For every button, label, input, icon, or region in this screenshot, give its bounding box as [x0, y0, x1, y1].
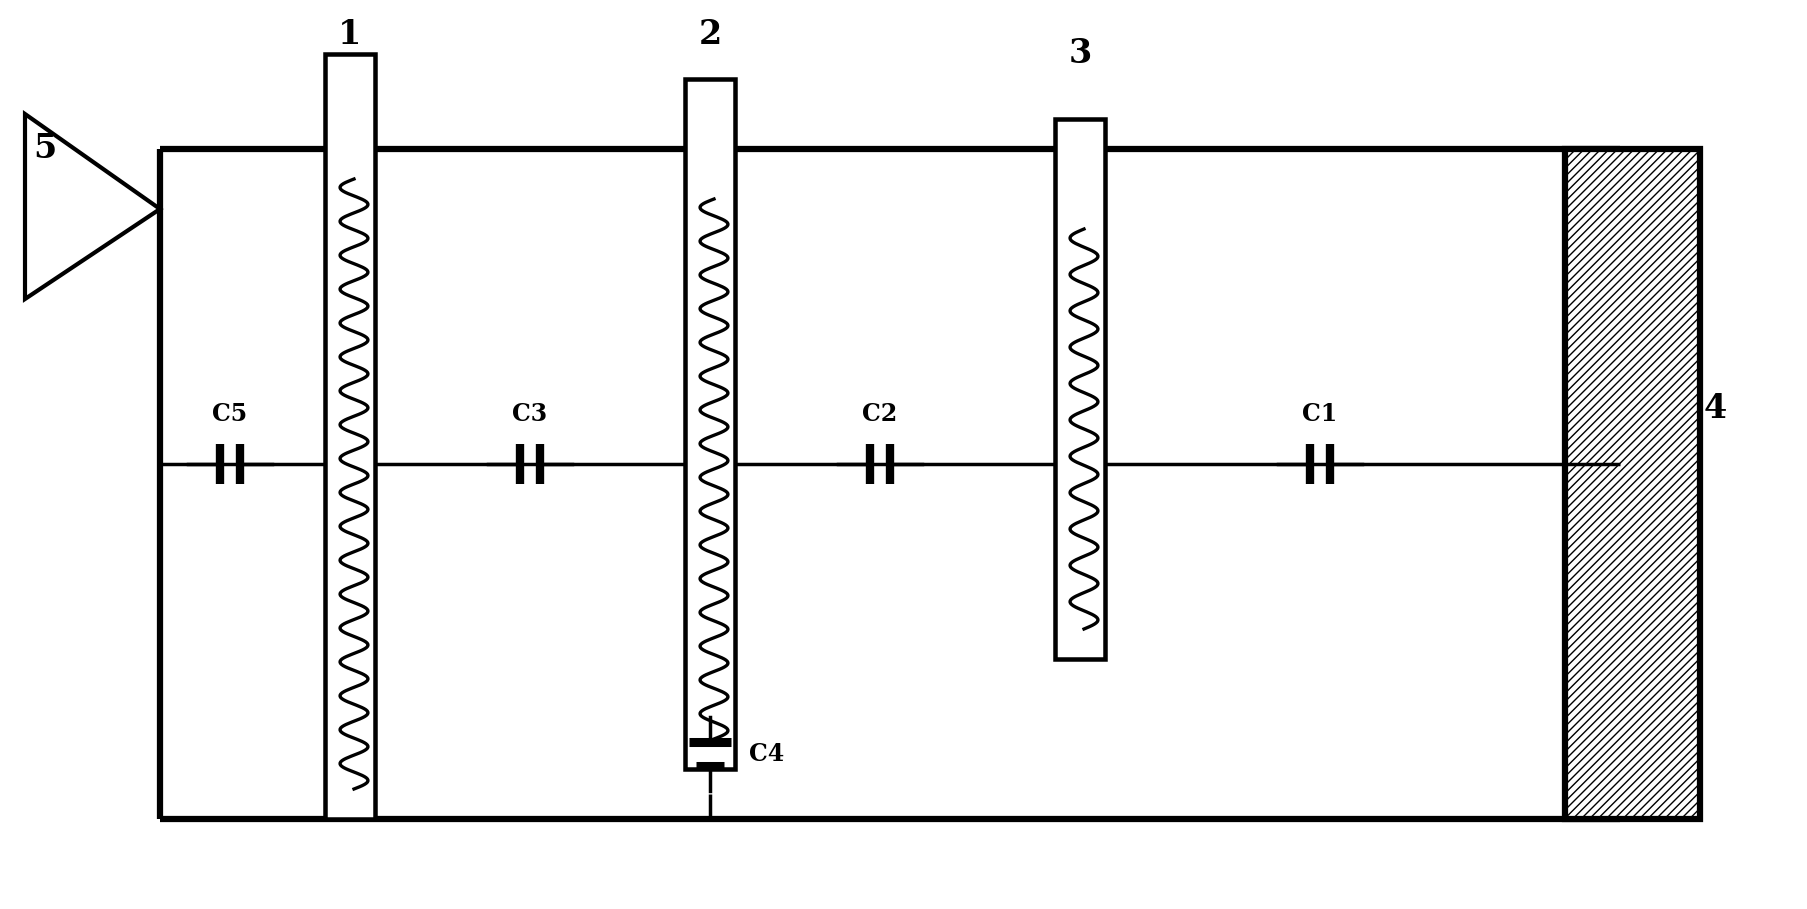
Text: C4: C4 — [748, 742, 784, 766]
Text: 5: 5 — [33, 133, 56, 165]
Text: 2: 2 — [698, 17, 721, 51]
Text: C3: C3 — [513, 402, 548, 426]
Text: C5: C5 — [213, 402, 248, 426]
Bar — [1565, 149, 1700, 819]
Text: C2: C2 — [862, 402, 898, 426]
Text: 1: 1 — [338, 17, 361, 51]
Bar — [685, 79, 735, 769]
Text: 3: 3 — [1068, 37, 1091, 71]
Bar — [325, 54, 376, 819]
Bar — [1055, 119, 1106, 659]
Text: C1: C1 — [1303, 402, 1337, 426]
Text: 4: 4 — [1704, 393, 1727, 425]
